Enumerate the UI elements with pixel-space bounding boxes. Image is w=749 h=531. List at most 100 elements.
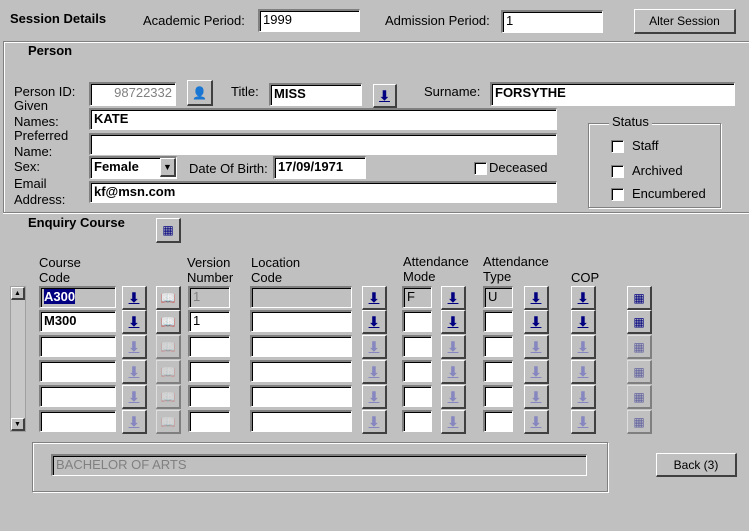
- dob-input[interactable]: 17/09/1971: [273, 156, 366, 179]
- course-code-input[interactable]: [39, 360, 116, 382]
- cop-lov-button[interactable]: ⬇: [571, 310, 596, 334]
- row-calendar-button[interactable]: ▦: [627, 360, 652, 384]
- course-search-button[interactable]: 📖: [156, 310, 181, 334]
- person-search-button[interactable]: 👤: [187, 80, 213, 106]
- attendance-mode-input[interactable]: F: [402, 286, 432, 308]
- version-input[interactable]: 1: [188, 286, 230, 308]
- location-input[interactable]: [250, 286, 352, 308]
- scroll-down-button[interactable]: ▼: [11, 418, 25, 431]
- course-code-input[interactable]: [39, 410, 116, 432]
- attendance-type-input[interactable]: U: [483, 286, 513, 308]
- course-search-button[interactable]: 📖: [156, 410, 181, 434]
- dob-label: Date Of Birth:: [189, 161, 268, 176]
- alter-session-button[interactable]: Alter Session: [634, 9, 736, 34]
- attendance-type-input[interactable]: [483, 310, 513, 332]
- attendance-mode-input[interactable]: [402, 410, 432, 432]
- cop-lov-button[interactable]: ⬇: [571, 385, 596, 409]
- row-calendar-button[interactable]: ▦: [627, 410, 652, 434]
- location-lov-button[interactable]: ⬇: [362, 286, 387, 310]
- version-input[interactable]: 1: [188, 310, 230, 332]
- version-input[interactable]: [188, 335, 230, 357]
- course-search-button[interactable]: 📖: [156, 360, 181, 384]
- location-input[interactable]: [250, 410, 352, 432]
- attendance-type-lov-button[interactable]: ⬇: [524, 286, 549, 310]
- attendance-mode-input[interactable]: [402, 360, 432, 382]
- attendance-type-lov-button[interactable]: ⬇: [524, 310, 549, 334]
- row-calendar-button[interactable]: ▦: [627, 310, 652, 334]
- calendar-button[interactable]: ▦: [156, 218, 181, 243]
- sex-select[interactable]: Female ▼: [89, 156, 177, 179]
- version-input[interactable]: [188, 385, 230, 407]
- location-lov-button[interactable]: ⬇: [362, 410, 387, 434]
- course-lov-button[interactable]: ⬇: [122, 385, 147, 409]
- attendance-type-lov-button[interactable]: ⬇: [524, 360, 549, 384]
- scroll-up-button[interactable]: ▲: [11, 287, 25, 300]
- down-arrow-icon: ⬇: [577, 363, 589, 379]
- course-lov-button[interactable]: ⬇: [122, 360, 147, 384]
- cop-lov-button[interactable]: ⬇: [571, 286, 596, 310]
- admission-period-input[interactable]: 1: [501, 10, 603, 33]
- attendance-mode-input[interactable]: [402, 385, 432, 407]
- attendance-type-lov-button[interactable]: ⬇: [524, 410, 549, 434]
- attendance-type-input[interactable]: [483, 360, 513, 382]
- title-input[interactable]: MISS: [269, 83, 362, 106]
- course-lov-button[interactable]: ⬇: [122, 335, 147, 359]
- cop-lov-button[interactable]: ⬇: [571, 410, 596, 434]
- course-search-button[interactable]: 📖: [156, 335, 181, 359]
- version-input[interactable]: [188, 410, 230, 432]
- course-lov-button[interactable]: ⬇: [122, 286, 147, 310]
- dropdown-arrow-icon[interactable]: ▼: [160, 158, 176, 177]
- cop-lov-button[interactable]: ⬇: [571, 360, 596, 384]
- status-checkbox[interactable]: [611, 140, 624, 153]
- location-input[interactable]: [250, 385, 352, 407]
- deceased-checkbox[interactable]: [474, 162, 487, 175]
- location-lov-button[interactable]: ⬇: [362, 385, 387, 409]
- attendance-mode-lov-button[interactable]: ⬇: [441, 385, 466, 409]
- attendance-mode-input[interactable]: [402, 335, 432, 357]
- location-lov-button[interactable]: ⬇: [362, 335, 387, 359]
- status-checkbox[interactable]: [611, 188, 624, 201]
- course-code-input[interactable]: [39, 385, 116, 407]
- attendance-type-lov-button[interactable]: ⬇: [524, 335, 549, 359]
- attendance-mode-lov-button[interactable]: ⬇: [441, 286, 466, 310]
- course-lov-button[interactable]: ⬇: [122, 310, 147, 334]
- preferred-name-label-2: Name:: [14, 144, 53, 159]
- course-search-button[interactable]: 📖: [156, 385, 181, 409]
- rows-scrollbar[interactable]: ▲ ▼: [10, 286, 26, 432]
- attendance-mode-input[interactable]: [402, 310, 432, 332]
- status-checkbox[interactable]: [611, 165, 624, 178]
- location-input[interactable]: [250, 360, 352, 382]
- academic-period-input[interactable]: 1999: [258, 9, 360, 32]
- attendance-mode-lov-button[interactable]: ⬇: [441, 310, 466, 334]
- location-input[interactable]: [250, 335, 352, 357]
- course-lov-button[interactable]: ⬇: [122, 410, 147, 434]
- course-code-input[interactable]: M300: [39, 310, 116, 332]
- back-button[interactable]: Back (3): [656, 453, 737, 477]
- down-arrow-icon: ⬇: [577, 413, 589, 429]
- person-id-input[interactable]: 98722332: [89, 82, 176, 106]
- row-calendar-button[interactable]: ▦: [627, 385, 652, 409]
- attendance-type-input[interactable]: [483, 335, 513, 357]
- attendance-mode-lov-button[interactable]: ⬇: [441, 360, 466, 384]
- email-label-1: Email: [14, 176, 47, 191]
- attendance-mode-lov-button[interactable]: ⬇: [441, 410, 466, 434]
- given-names-input[interactable]: KATE: [89, 108, 557, 130]
- surname-input[interactable]: FORSYTHE: [490, 82, 735, 106]
- location-lov-button[interactable]: ⬇: [362, 360, 387, 384]
- course-search-button[interactable]: 📖: [156, 286, 181, 310]
- attendance-mode-lov-button[interactable]: ⬇: [441, 335, 466, 359]
- cop-lov-button[interactable]: ⬇: [571, 335, 596, 359]
- attendance-type-input[interactable]: [483, 410, 513, 432]
- row-calendar-button[interactable]: ▦: [627, 286, 652, 310]
- location-input[interactable]: [250, 310, 352, 332]
- preferred-name-input[interactable]: [89, 133, 557, 155]
- location-lov-button[interactable]: ⬇: [362, 310, 387, 334]
- attendance-type-lov-button[interactable]: ⬇: [524, 385, 549, 409]
- row-calendar-button[interactable]: ▦: [627, 335, 652, 359]
- version-input[interactable]: [188, 360, 230, 382]
- course-code-input[interactable]: A300: [39, 286, 116, 308]
- title-lov-button[interactable]: ⬇: [373, 84, 397, 108]
- course-code-input[interactable]: [39, 335, 116, 357]
- attendance-type-input[interactable]: [483, 385, 513, 407]
- email-input[interactable]: kf@msn.com: [89, 181, 557, 203]
